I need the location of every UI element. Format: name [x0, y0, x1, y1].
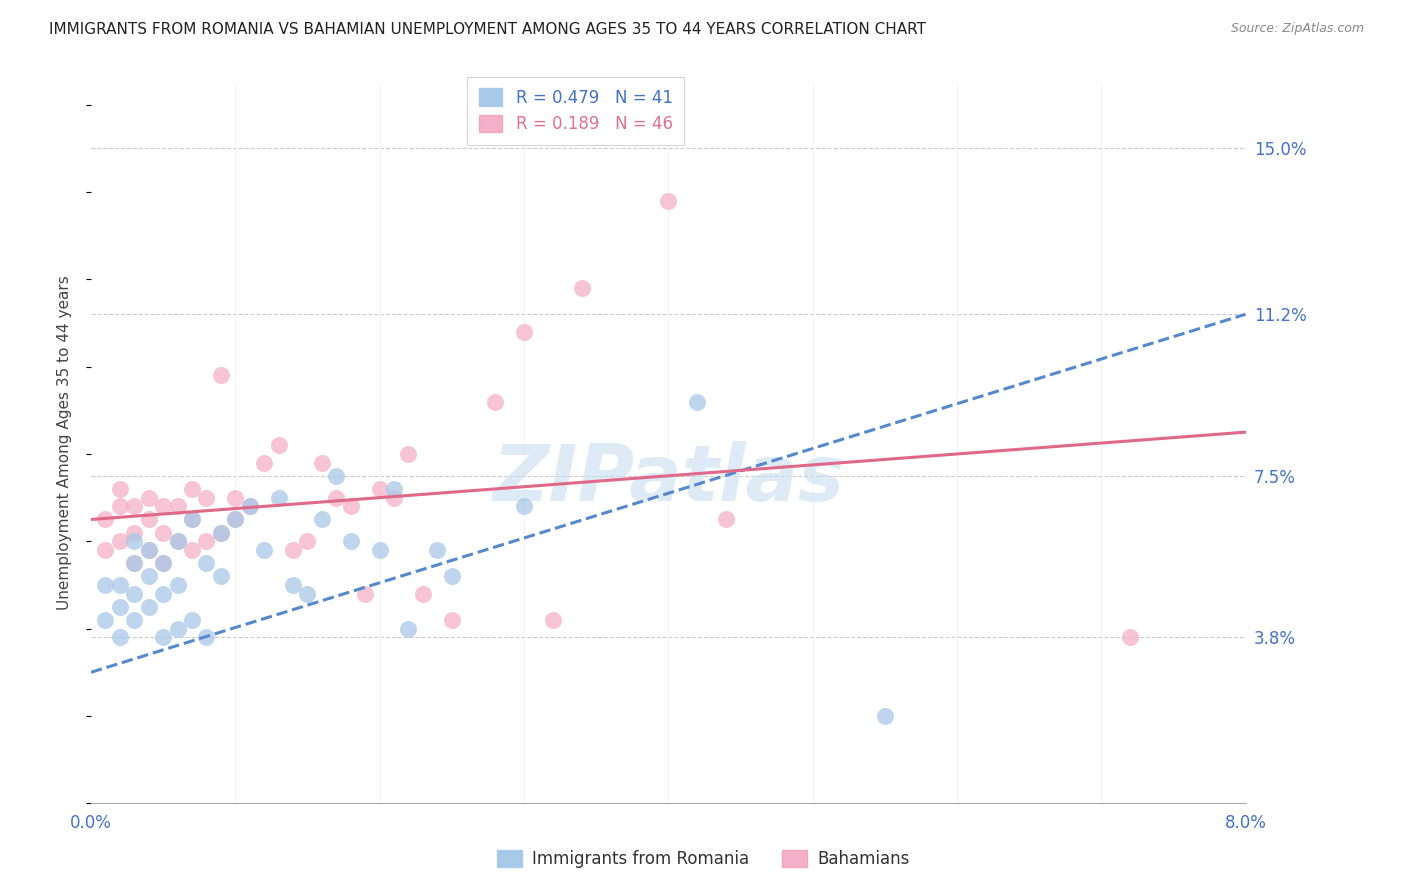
Point: [152, 587, 174, 601]
Point: [138, 491, 160, 505]
Point: [181, 512, 204, 526]
Point: [325, 491, 347, 505]
Point: [224, 512, 246, 526]
Point: [412, 587, 434, 601]
Point: [138, 599, 160, 614]
Y-axis label: Unemployment Among Ages 35 to 44 years: Unemployment Among Ages 35 to 44 years: [58, 276, 72, 610]
Point: [325, 468, 347, 483]
Point: [382, 482, 405, 496]
Point: [311, 512, 333, 526]
Point: [297, 587, 319, 601]
Point: [368, 543, 391, 558]
Point: [541, 613, 564, 627]
Legend: R = 0.479   N = 41, R = 0.189   N = 46: R = 0.479 N = 41, R = 0.189 N = 46: [467, 77, 685, 145]
Point: [166, 578, 188, 592]
Point: [253, 456, 276, 470]
Point: [873, 709, 896, 723]
Point: [108, 631, 131, 645]
Point: [297, 534, 319, 549]
Text: IMMIGRANTS FROM ROMANIA VS BAHAMIAN UNEMPLOYMENT AMONG AGES 35 TO 44 YEARS CORRE: IMMIGRANTS FROM ROMANIA VS BAHAMIAN UNEM…: [49, 22, 927, 37]
Point: [181, 482, 204, 496]
Legend: Immigrants from Romania, Bahamians: Immigrants from Romania, Bahamians: [489, 843, 917, 875]
Point: [122, 534, 145, 549]
Point: [181, 543, 204, 558]
Text: Source: ZipAtlas.com: Source: ZipAtlas.com: [1230, 22, 1364, 36]
Point: [339, 534, 361, 549]
Point: [181, 512, 204, 526]
Point: [1119, 631, 1142, 645]
Point: [152, 500, 174, 514]
Point: [339, 500, 361, 514]
Point: [122, 556, 145, 570]
Point: [440, 613, 463, 627]
Point: [253, 543, 276, 558]
Point: [484, 394, 506, 409]
Point: [209, 368, 232, 383]
Point: [108, 534, 131, 549]
Point: [195, 534, 218, 549]
Point: [267, 438, 290, 452]
Point: [657, 194, 679, 208]
Point: [108, 482, 131, 496]
Point: [209, 569, 232, 583]
Point: [166, 534, 188, 549]
Point: [138, 512, 160, 526]
Point: [311, 456, 333, 470]
Point: [571, 281, 593, 295]
Point: [513, 325, 536, 339]
Point: [368, 482, 391, 496]
Point: [152, 631, 174, 645]
Point: [382, 491, 405, 505]
Point: [94, 578, 117, 592]
Point: [181, 613, 204, 627]
Point: [166, 622, 188, 636]
Point: [224, 491, 246, 505]
Point: [108, 599, 131, 614]
Point: [239, 500, 262, 514]
Point: [138, 543, 160, 558]
Point: [224, 512, 246, 526]
Point: [166, 500, 188, 514]
Point: [209, 525, 232, 540]
Point: [513, 500, 536, 514]
Point: [122, 587, 145, 601]
Point: [281, 578, 304, 592]
Point: [267, 491, 290, 505]
Point: [354, 587, 377, 601]
Point: [195, 631, 218, 645]
Point: [152, 525, 174, 540]
Point: [166, 534, 188, 549]
Point: [122, 525, 145, 540]
Text: ZIPatlas: ZIPatlas: [492, 441, 845, 517]
Point: [195, 491, 218, 505]
Point: [138, 543, 160, 558]
Point: [108, 578, 131, 592]
Point: [94, 613, 117, 627]
Point: [281, 543, 304, 558]
Point: [108, 500, 131, 514]
Point: [152, 556, 174, 570]
Point: [138, 569, 160, 583]
Point: [195, 556, 218, 570]
Point: [94, 512, 117, 526]
Point: [398, 622, 420, 636]
Point: [426, 543, 449, 558]
Point: [239, 500, 262, 514]
Point: [398, 447, 420, 461]
Point: [686, 394, 709, 409]
Point: [152, 556, 174, 570]
Point: [209, 525, 232, 540]
Point: [714, 512, 737, 526]
Point: [122, 613, 145, 627]
Point: [122, 500, 145, 514]
Point: [440, 569, 463, 583]
Point: [94, 543, 117, 558]
Point: [122, 556, 145, 570]
